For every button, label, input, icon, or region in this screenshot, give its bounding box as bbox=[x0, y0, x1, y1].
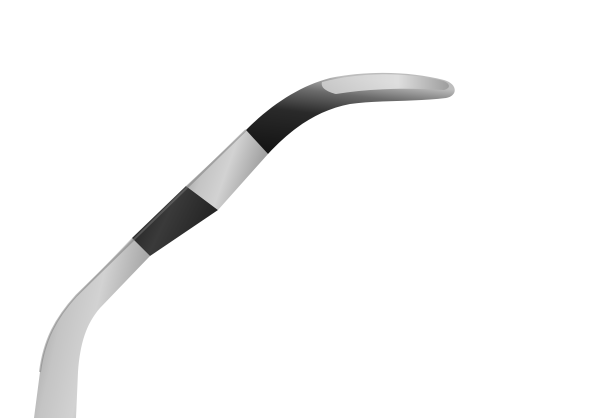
probe-shaft-edge bbox=[39, 129, 247, 373]
probe-shaft-upper bbox=[186, 130, 268, 210]
probe-band bbox=[132, 186, 218, 256]
probe-shaft-lower bbox=[34, 238, 150, 418]
probe-tip bbox=[246, 72, 455, 154]
probe-tip-highlight bbox=[321, 74, 449, 94]
